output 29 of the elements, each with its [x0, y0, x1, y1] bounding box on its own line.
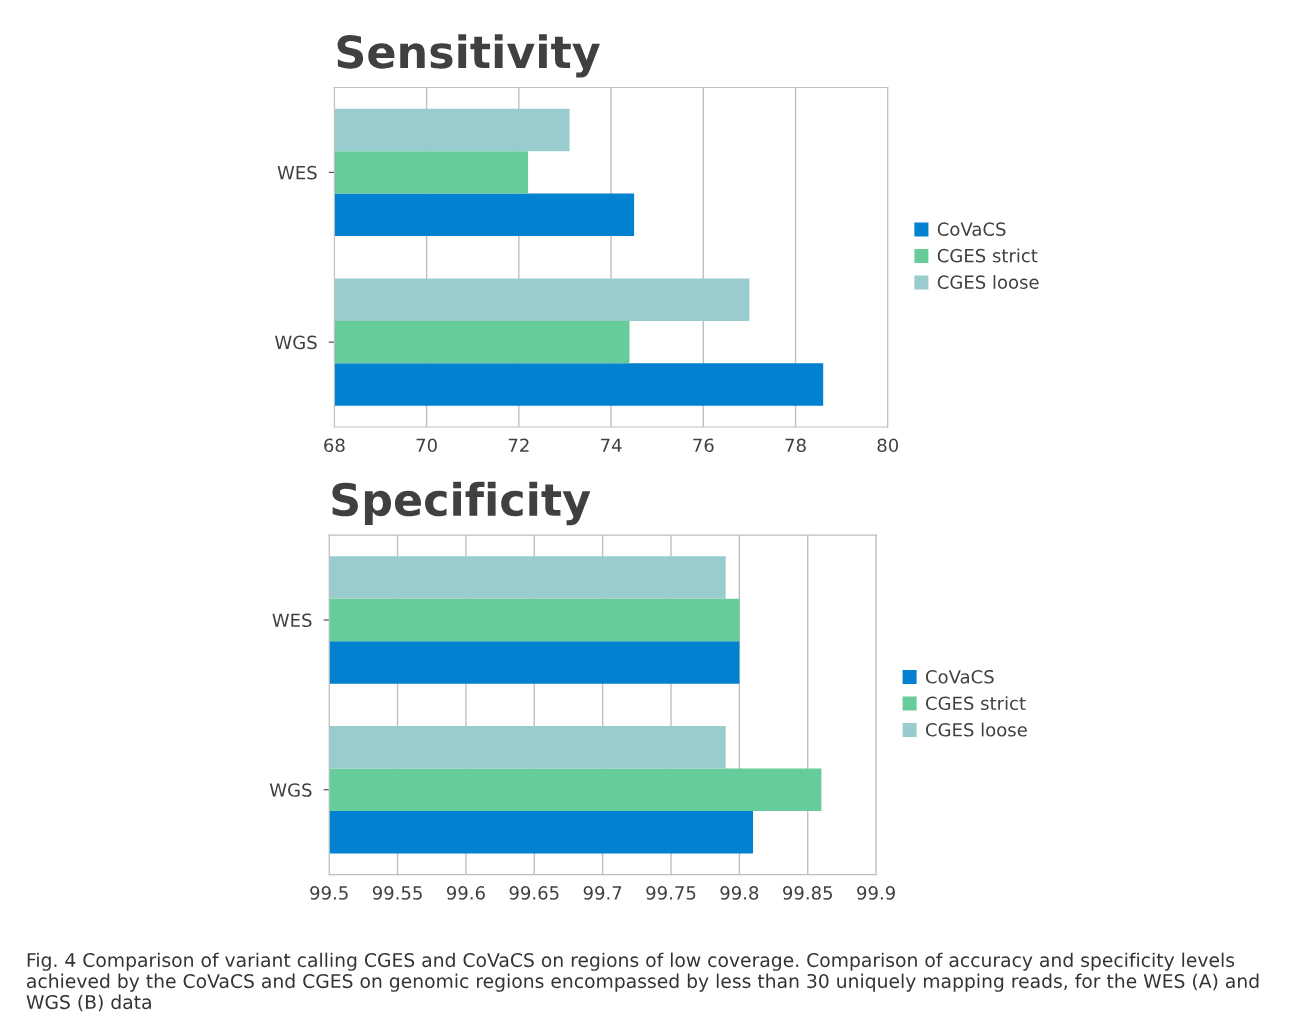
y-tick-label: WGS: [269, 783, 312, 797]
x-tick-label: 99.75: [646, 886, 696, 900]
x-tick-label: 99.65: [509, 886, 559, 900]
x-tick-label: 99.7: [583, 886, 622, 900]
legend-label: CoVaCS: [925, 669, 994, 684]
y-tick-label: WES: [277, 165, 317, 180]
x-tick-label: 99.6: [446, 886, 485, 900]
legend-label: CGES loose: [937, 275, 1039, 289]
x-tick-label: 70: [416, 438, 437, 453]
chart-title: Sensitivity: [337, 34, 600, 78]
x-tick-label: 99.85: [783, 886, 832, 900]
x-tick-label: 78: [785, 438, 806, 453]
x-tick-label: 99.8: [720, 886, 759, 900]
legend-label: CGES loose: [925, 722, 1027, 737]
legend-label: CoVaCS: [937, 222, 1006, 236]
x-tick-label: 99.55: [372, 886, 422, 900]
x-tick-label: 68: [324, 438, 345, 453]
x-tick-label: 74: [601, 438, 622, 452]
x-tick-label: 76: [693, 438, 714, 453]
x-tick-label: 99.9: [857, 886, 895, 900]
legend-label: CGES strict: [937, 248, 1038, 263]
chart-title: Specificity: [332, 481, 591, 526]
x-tick-label: 99.5: [310, 886, 348, 900]
y-tick-label: WGS: [275, 335, 317, 350]
legend-label: CGES strict: [925, 696, 1026, 711]
x-tick-label: 80: [877, 438, 899, 453]
y-tick-label: WES: [272, 613, 312, 628]
x-tick-label: 72: [508, 438, 529, 452]
caption: Fig. 4 Comparison of variant calling CGES and CoVaCS on regions of low coverage. Comparison of accuracy and specificity levels achieved by the CoVaCS and CGES on genomic regions encompassed by less than 30 uniquely mapping reads, for the WES (A) and WGS (B) data: [26, 952, 1259, 1012]
